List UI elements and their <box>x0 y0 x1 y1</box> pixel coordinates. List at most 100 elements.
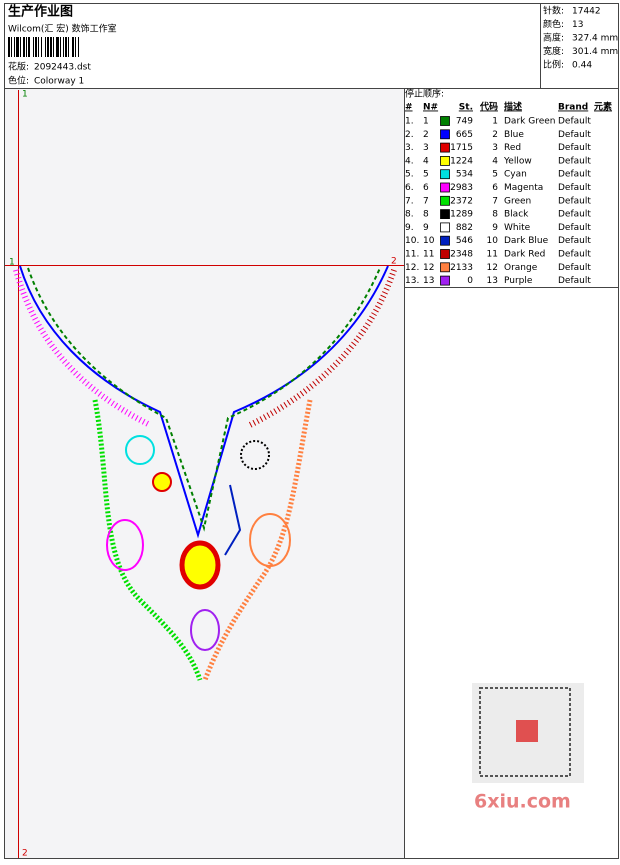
color-name: Yellow <box>503 156 532 166</box>
stat-value: 0.44 <box>572 61 592 71</box>
needle: 2 <box>423 130 429 140</box>
code: 13 <box>487 276 498 286</box>
color-table: # N# St. 代码 描述 Brand 元素1. 1 749 1 Dark Green Defaul… <box>405 101 612 287</box>
stat-value: 13 <box>572 20 583 30</box>
brand: Default <box>558 196 591 206</box>
bar <box>8 37 10 57</box>
color-name: Magenta <box>504 183 543 193</box>
qr-watermark <box>472 683 584 783</box>
row-index: 7. <box>405 196 414 206</box>
title: 生产作业图 <box>8 4 73 20</box>
stitches: 1715 <box>450 143 473 153</box>
column-header: St. <box>459 103 473 113</box>
motif <box>106 519 144 571</box>
code: 3 <box>492 143 498 153</box>
stat-label: 颜色: <box>543 18 564 30</box>
qr-code <box>479 687 571 777</box>
stitches: 2983 <box>450 183 473 193</box>
needle: 13 <box>423 276 434 286</box>
color-swatch <box>440 182 450 193</box>
bar <box>41 37 42 57</box>
code: 1 <box>492 117 498 127</box>
stats: 针数: 17442 颜色: 13 高度: 327.4 mm 宽度: 301.4 mm 比例: 0.… <box>543 5 618 71</box>
color-swatch <box>440 116 450 126</box>
bar <box>60 37 61 57</box>
column-header: Brand <box>558 103 588 113</box>
column-header: 描述 <box>504 101 522 113</box>
page-border <box>4 3 619 859</box>
stitches: 665 <box>456 130 473 140</box>
bar <box>45 37 46 57</box>
stat-value: 301.4 mm <box>572 47 618 57</box>
row-index: 3. <box>405 143 414 153</box>
row-index: 1. <box>405 117 414 127</box>
code: 9 <box>492 223 498 233</box>
needle: 9 <box>423 223 429 233</box>
design-area <box>5 89 404 858</box>
stitches: 1224 <box>450 156 473 166</box>
column-header: # <box>405 103 413 113</box>
needle: 12 <box>423 263 434 273</box>
stat-label: 针数: <box>543 5 564 17</box>
brand: Default <box>558 117 591 127</box>
color-swatch <box>440 129 450 140</box>
stitches: 749 <box>456 117 473 127</box>
lace-left <box>92 399 203 681</box>
color-name: Green <box>504 196 531 206</box>
stitches: 534 <box>456 170 473 180</box>
needle: 1 <box>423 117 429 127</box>
needle: 7 <box>423 196 429 206</box>
color-swatch <box>440 155 450 166</box>
bar <box>75 37 76 57</box>
color-name: Black <box>504 210 529 220</box>
embroidery-design <box>13 265 397 681</box>
bar <box>11 37 12 57</box>
color-swatch <box>440 142 450 153</box>
motif <box>249 513 291 567</box>
marker-bottom: 2 <box>22 849 28 859</box>
column-header: 元素 <box>594 101 612 113</box>
needle: 11 <box>423 250 434 260</box>
design-label: 花版: <box>8 61 29 73</box>
stitches: 2133 <box>450 263 473 273</box>
company: Wilcom(汇 宏) 数饰工作室 <box>8 23 117 35</box>
code: 11 <box>487 250 498 260</box>
stitches: 2348 <box>450 250 473 260</box>
color-name: Orange <box>504 263 538 273</box>
brand: Default <box>558 263 591 273</box>
row-index: 13. <box>405 276 419 286</box>
table-title: 停止顺序: <box>405 88 444 100</box>
color-swatch <box>440 195 450 206</box>
row-index: 2. <box>405 130 414 140</box>
bar <box>50 37 52 57</box>
lace-right <box>202 399 313 681</box>
row-index: 4. <box>405 156 414 166</box>
code: 12 <box>487 263 498 273</box>
color-swatch <box>440 235 450 246</box>
stat-label: 宽度: <box>543 45 564 57</box>
brand: Default <box>558 183 591 193</box>
code: 6 <box>492 183 498 193</box>
code: 8 <box>492 210 498 220</box>
design-file: 2092443.dst <box>34 63 91 73</box>
color-swatch <box>440 169 450 180</box>
watermark-text: 6xiu.com <box>474 791 571 813</box>
stat-label: 高度: <box>543 32 564 44</box>
stitches: 0 <box>467 276 473 286</box>
bar <box>53 37 54 57</box>
needle: 4 <box>423 156 429 166</box>
bar <box>16 37 19 57</box>
code: 7 <box>492 196 498 206</box>
brand: Default <box>558 156 591 166</box>
color-swatch <box>440 222 450 233</box>
needle: 8 <box>423 210 429 220</box>
needle: 6 <box>423 183 429 193</box>
needle: 5 <box>423 170 429 180</box>
color-name: Blue <box>504 130 524 140</box>
brand: Default <box>558 223 591 233</box>
color-name: Cyan <box>504 170 527 180</box>
bar <box>28 37 30 57</box>
row-index: 11. <box>405 250 419 260</box>
color-swatch <box>440 275 450 286</box>
row-index: 12. <box>405 263 419 273</box>
